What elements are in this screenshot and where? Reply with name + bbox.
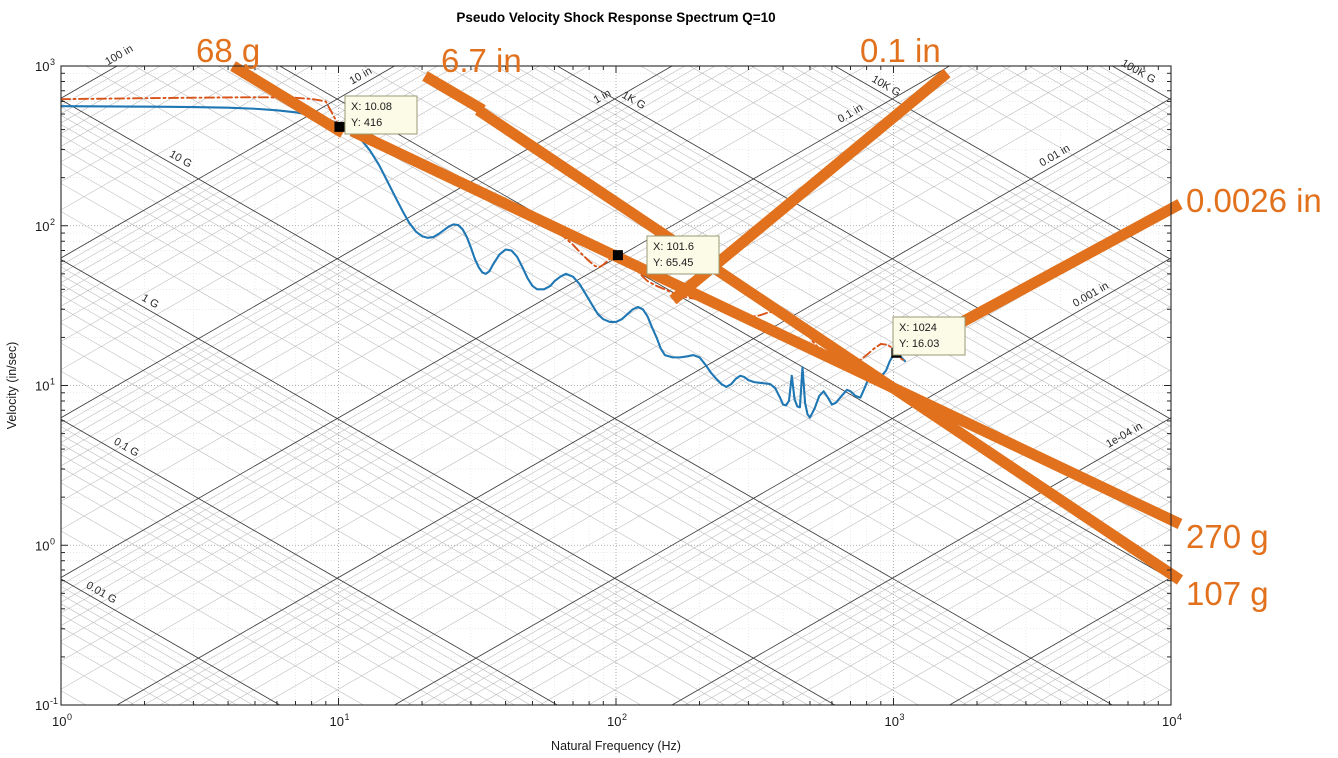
y-tick-mantissa: 10 (35, 59, 49, 74)
datatip-box (892, 316, 966, 356)
y-tick-mantissa: 10 (35, 698, 49, 713)
highlight-bar-270g (349, 126, 1183, 529)
datatip-box (344, 95, 418, 135)
highlight-bar-107g (474, 105, 1184, 585)
x-tick-exponent: 0 (67, 712, 72, 722)
datatip-x-value: X: 10.08 (351, 101, 392, 113)
annotation-ann-107g: 107 g (1186, 575, 1269, 612)
x-axis-label: Natural Frequency (Hz) (551, 739, 681, 753)
datatip-y-value: Y: 416 (351, 117, 382, 129)
annotation-ann-00026in: 0.0026 in (1186, 182, 1322, 219)
x-tick-mantissa: 10 (607, 714, 621, 729)
y-axis-label: Velocity (in/sec) (5, 342, 19, 430)
y-tick-exponent: 3 (50, 57, 55, 67)
x-tick-label: 10 3 (885, 712, 905, 729)
x-tick-label: 10 4 (1162, 712, 1182, 729)
datatip-box (646, 235, 720, 275)
y-tick-exponent: 0 (50, 536, 55, 546)
datatip-0[interactable]: X: 10.08 Y: 416 (344, 95, 418, 135)
data-marker-0[interactable] (334, 121, 345, 132)
y-tick-label: 10 -1 (35, 696, 58, 713)
datatip-x-value: X: 1024 (899, 322, 937, 334)
series-blue-srs (61, 105, 907, 419)
data-marker-1[interactable] (612, 250, 623, 261)
y-tick-mantissa: 10 (35, 379, 49, 394)
x-tick-mantissa: 10 (885, 714, 899, 729)
annotation-ann-01in: 0.1 in (860, 32, 941, 69)
annotation-layer: 68 g 6.7 in 0.1 in 0.0026 in 270 g 107 g (196, 32, 1322, 612)
x-tick-label: 10 0 (52, 712, 72, 729)
highlight-bar-0p0026in (950, 199, 1183, 332)
annotation-ann-270g: 270 g (1186, 518, 1269, 555)
datatip-x-value: X: 101.6 (653, 241, 694, 253)
x-tick-mantissa: 10 (52, 714, 66, 729)
datatip-layer: X: 10.08 Y: 416 X: 101.6 Y: 65.45 X: 1024 Y: … (344, 95, 966, 356)
y-tick-label: 10 3 (35, 57, 55, 74)
x-tick-exponent: 3 (900, 712, 905, 722)
y-tick-exponent: 2 (50, 217, 55, 227)
datatip-y-value: Y: 65.45 (653, 257, 693, 269)
x-tick-mantissa: 10 (1162, 714, 1176, 729)
y-tick-label: 10 1 (35, 377, 55, 394)
annotation-ann-68g: 68 g (196, 32, 260, 69)
datatip-2[interactable]: X: 1024 Y: 16.03 (892, 316, 966, 356)
page-title: Pseudo Velocity Shock Response Spectrum … (456, 10, 775, 25)
grid-layer (61, 66, 1171, 705)
x-tick-label: 10 2 (607, 712, 627, 729)
highlight-bar-68g (230, 61, 346, 138)
x-tick-exponent: 4 (1177, 712, 1182, 722)
x-tick-exponent: 2 (622, 712, 627, 722)
x-tick-label: 10 1 (330, 712, 350, 729)
x-tick-exponent: 1 (345, 712, 350, 722)
y-tick-exponent: 1 (50, 377, 55, 387)
y-tick-exponent: -1 (50, 696, 58, 706)
datatip-y-value: Y: 16.03 (899, 338, 939, 350)
y-tick-mantissa: 10 (35, 219, 49, 234)
y-tick-label: 10 0 (35, 536, 55, 553)
y-tick-mantissa: 10 (35, 538, 49, 553)
highlight-bar-6p7in (422, 71, 486, 115)
datatip-1[interactable]: X: 101.6 Y: 65.45 (646, 235, 720, 275)
y-tick-label: 10 2 (35, 217, 55, 234)
annotation-ann-67in: 6.7 in (441, 42, 522, 79)
x-tick-mantissa: 10 (330, 714, 344, 729)
